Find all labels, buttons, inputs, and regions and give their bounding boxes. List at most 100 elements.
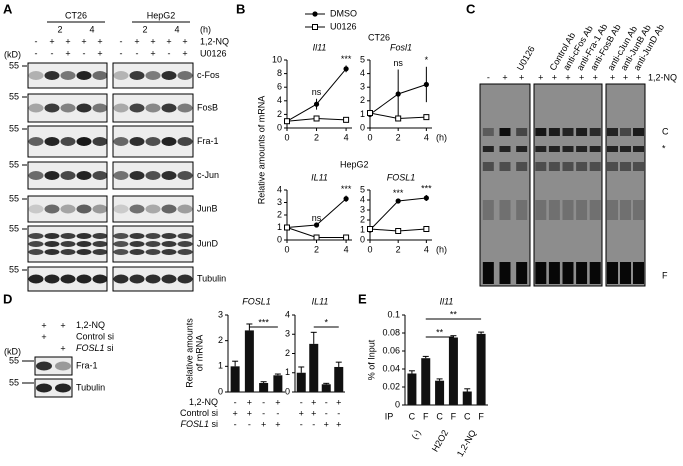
bar (273, 375, 283, 392)
point (343, 234, 350, 241)
gel-band (499, 162, 511, 171)
row-label: FOSL1 si (180, 419, 218, 429)
blot-band (55, 361, 71, 371)
blot-band (76, 233, 92, 239)
chart-title: Il11 (313, 42, 327, 52)
row-label: Control si (180, 408, 218, 418)
y-tick-label: 0 (218, 386, 223, 396)
significance: ns (312, 87, 322, 97)
gel-band (482, 162, 494, 171)
gel-marker: * (662, 143, 666, 153)
gel-band (548, 262, 560, 284)
sign: + (636, 72, 641, 82)
x-tick-label: 0 (284, 244, 289, 254)
y-tick-label: 1 (218, 361, 223, 371)
gel-band (607, 128, 618, 136)
y-tick-label: 4 (285, 309, 290, 319)
blot-band (161, 233, 177, 239)
group-label: H2O2 (430, 428, 450, 453)
band-label: Tubulin (76, 382, 105, 392)
blot-band (161, 274, 177, 284)
point (313, 101, 320, 107)
y-tick-label: 6 (277, 82, 282, 92)
point (395, 228, 402, 234)
sign: + (275, 419, 280, 429)
blot-band (55, 383, 71, 393)
sign: - (120, 36, 123, 46)
blot-band (177, 137, 193, 146)
y-tick-label: 4 (360, 194, 365, 204)
bar (309, 343, 319, 392)
sign: + (336, 419, 341, 429)
blot-band (177, 171, 193, 180)
y-tick-label: 8 (277, 68, 282, 78)
sign: - (300, 397, 303, 407)
y-tick-label: 0.08 (382, 327, 400, 337)
blot-band (36, 383, 52, 393)
gel-band (516, 162, 528, 171)
mw-marker: 55 (9, 159, 19, 169)
band-label: Tubulin (197, 273, 226, 283)
bar (321, 384, 331, 392)
x-tick-label: 4 (344, 244, 349, 254)
row-label: 1,2-NQ (189, 397, 218, 407)
gel-band (548, 146, 560, 152)
blot-band (113, 103, 129, 113)
blot-band (145, 274, 161, 284)
blot-band (145, 233, 161, 239)
row-label: 1,2-NQ (76, 320, 105, 330)
band-label: c-Fos (197, 70, 220, 80)
gel-band (607, 162, 618, 171)
sign: + (336, 397, 341, 407)
sign: - (234, 419, 237, 429)
gel-band (633, 200, 644, 220)
chart-title: IL11 (311, 172, 328, 182)
sign: - (487, 72, 490, 82)
sign: - (120, 48, 123, 58)
sign: + (41, 320, 46, 330)
y-tick-label: 1 (285, 367, 290, 377)
sign: + (579, 72, 584, 82)
band-label: JunD (197, 238, 219, 248)
y-tick-label: 1 (277, 222, 282, 232)
significance: ** (436, 327, 444, 337)
sign: + (610, 72, 615, 82)
gel-band (562, 162, 574, 171)
point (395, 198, 401, 204)
blot-band (145, 204, 161, 214)
blot-band (145, 249, 161, 255)
significance: ns (312, 213, 322, 223)
gel-band (535, 128, 547, 136)
sign: - (35, 36, 38, 46)
blot-band (92, 71, 108, 80)
significance: ** (450, 309, 458, 319)
sign: + (182, 48, 187, 58)
blot-band (161, 71, 177, 80)
time-label: 4 (174, 24, 179, 34)
blot-band (177, 103, 193, 113)
y-tick-label: 2 (360, 214, 365, 224)
point (423, 114, 430, 121)
group-label: CT26 (368, 32, 390, 42)
blot-frame (27, 195, 108, 223)
bar (476, 333, 486, 405)
point (367, 226, 373, 232)
blot-band (161, 249, 177, 255)
gel-band (633, 128, 644, 136)
y-tick-label: 0.02 (382, 381, 400, 391)
blot-band (28, 204, 44, 214)
row-label-text: si (212, 419, 219, 429)
blot-band (28, 171, 44, 180)
bar (435, 380, 445, 405)
y-label: Relative amounts of mRNA (256, 96, 266, 205)
band-label: Fra-1 (76, 360, 98, 370)
sign: - (325, 397, 328, 407)
y-tick-label: 0 (277, 122, 282, 132)
gel-band (607, 146, 618, 152)
blot-band (113, 204, 129, 214)
y-tick-label: 4 (360, 68, 365, 78)
sign: + (324, 419, 329, 429)
gel-band (548, 162, 560, 171)
blot-band (129, 233, 145, 239)
sign: - (234, 397, 237, 407)
